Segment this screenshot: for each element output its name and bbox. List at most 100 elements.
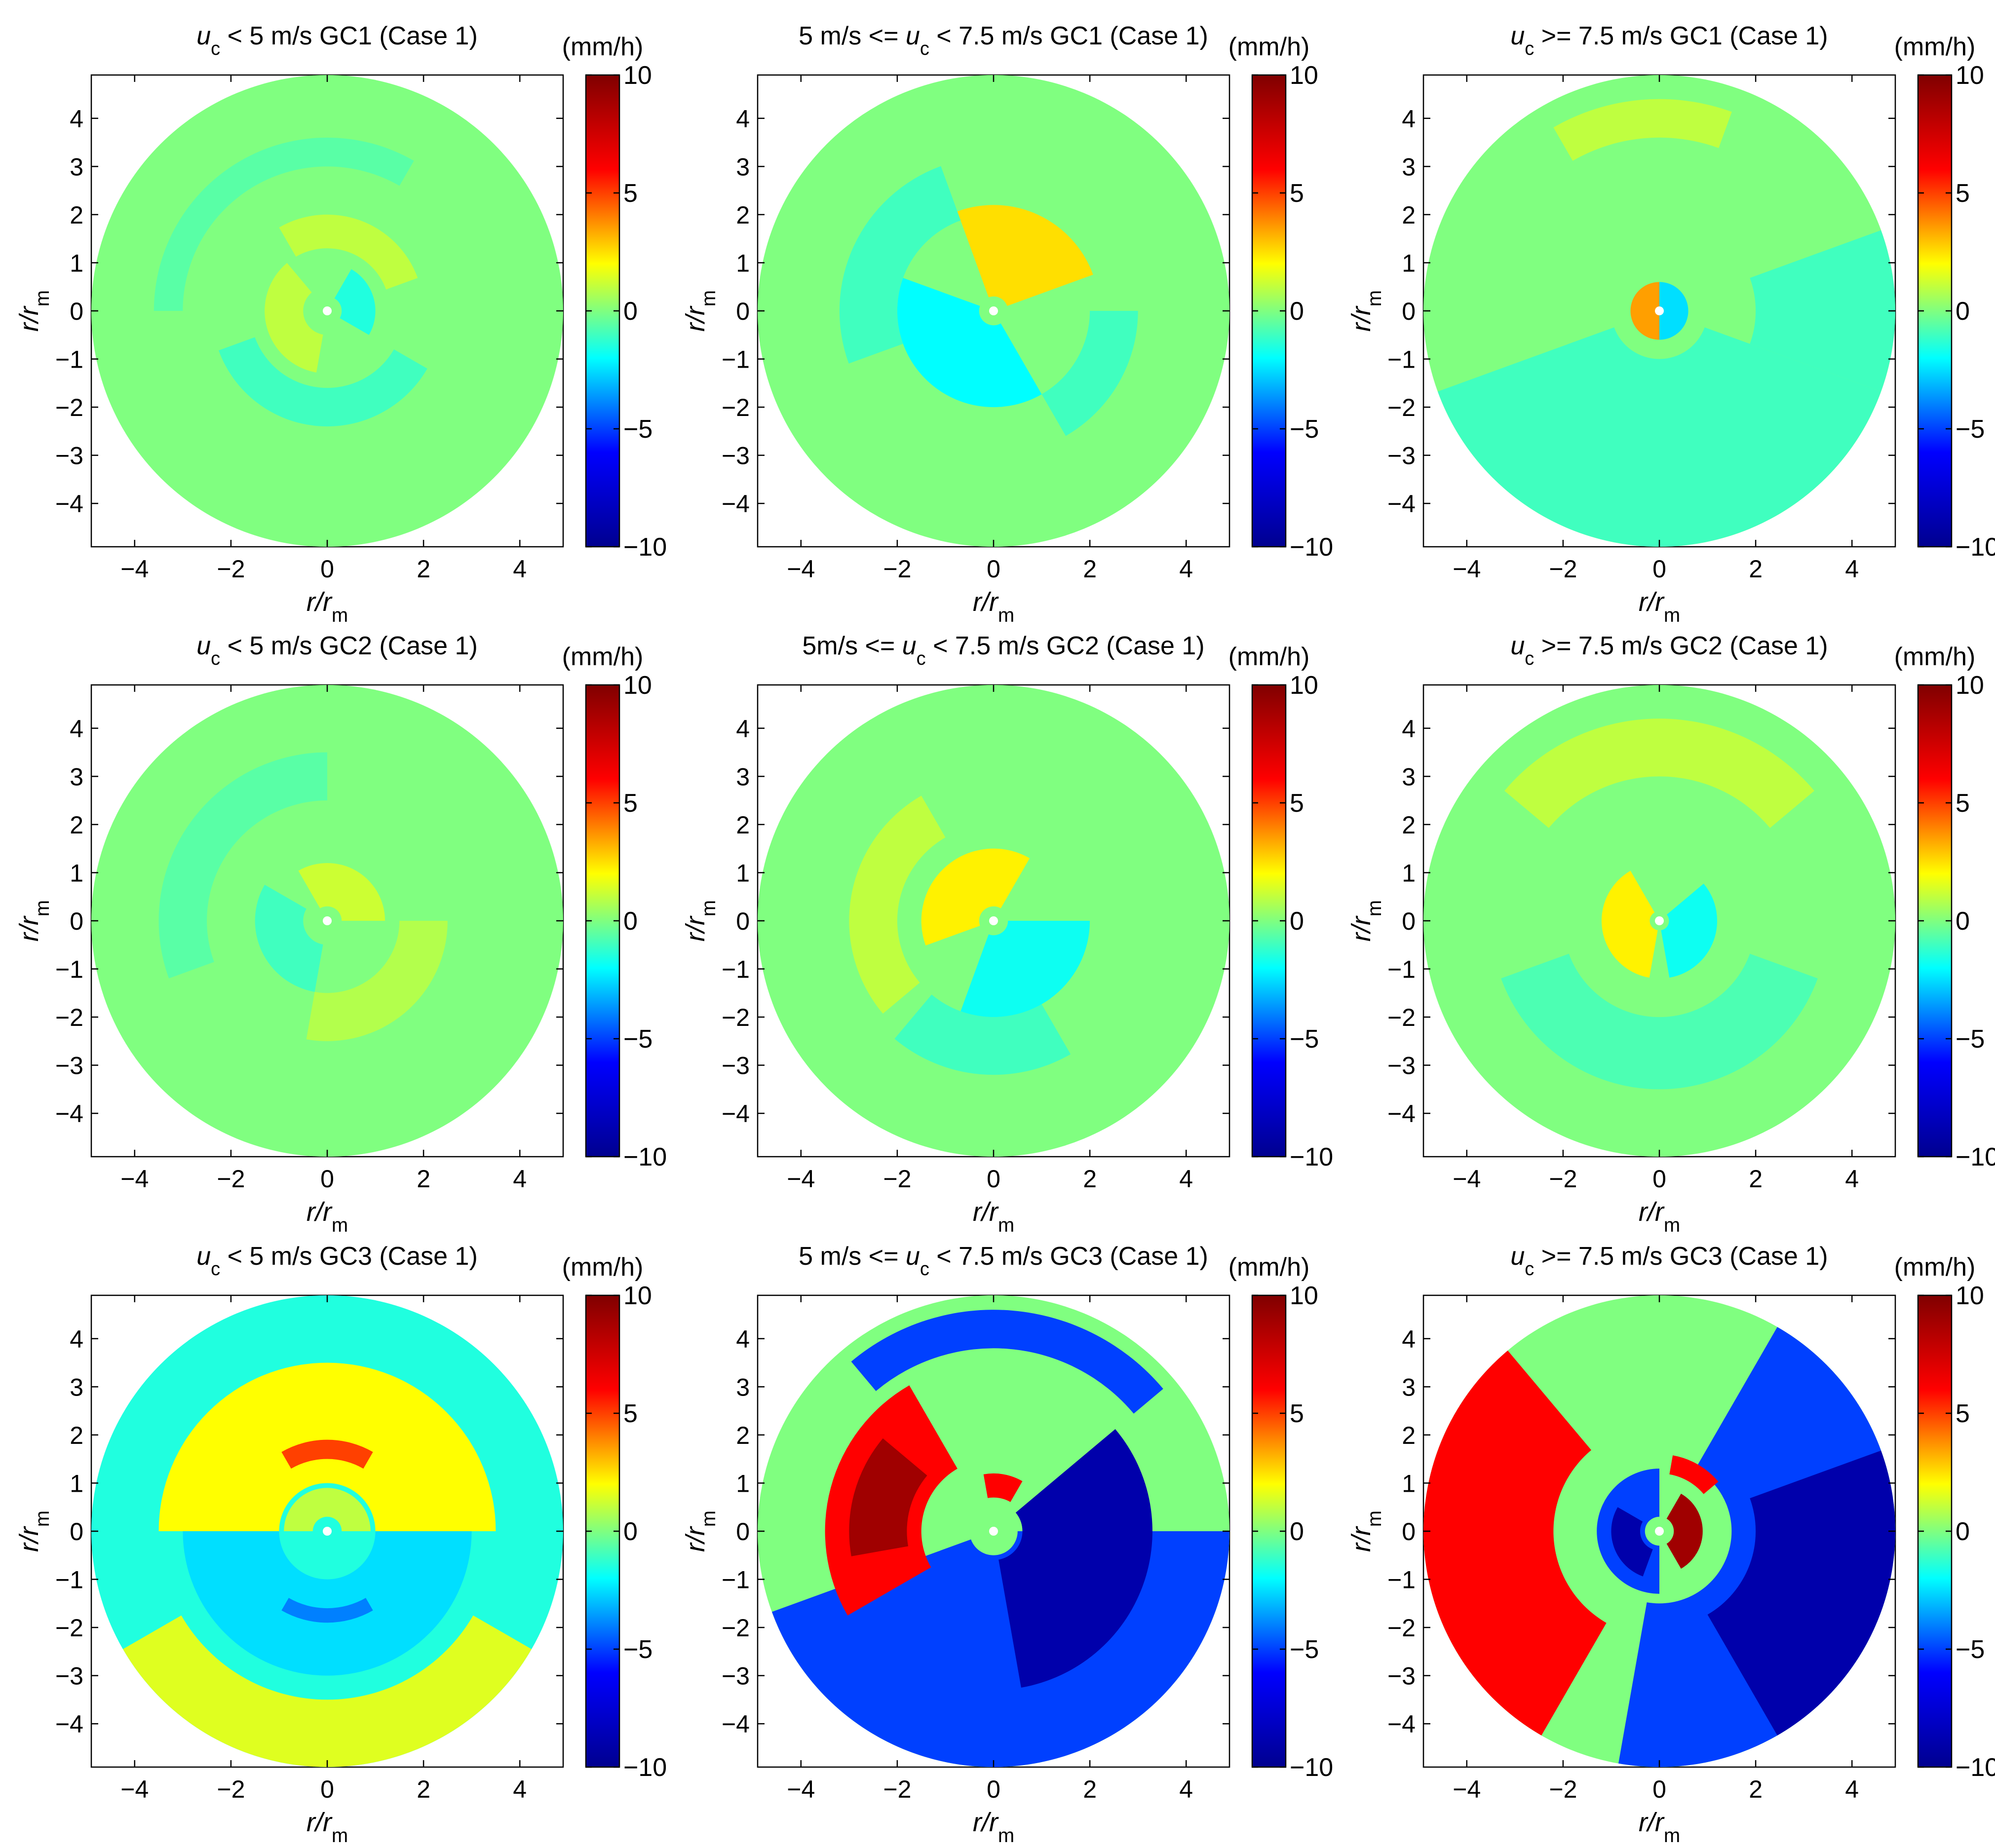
title-part: 5 m/s <= (799, 1242, 906, 1271)
y-tick-label: −2 (1387, 1004, 1416, 1031)
colorbar-tick-label: 5 (623, 789, 638, 818)
y-tick-label: 1 (736, 859, 750, 887)
x-tick-label: −2 (883, 1775, 911, 1803)
y-tick-label: 3 (1402, 1373, 1416, 1401)
colorbar-tick-label: −10 (623, 1143, 667, 1171)
colorbar-tick-label: 5 (1956, 789, 1970, 818)
contour-region (849, 795, 946, 1014)
contour-region (983, 1473, 1023, 1502)
title-part: < 5 m/s GC2 (Case 1) (220, 632, 478, 660)
y-tick-label: −2 (1387, 1614, 1416, 1642)
y-tick-label: −3 (1387, 1052, 1416, 1080)
x-tick-label: −2 (217, 555, 245, 583)
y-tick-label: −1 (1387, 956, 1416, 983)
y-tick-label: 3 (736, 1373, 750, 1401)
y-label-part: m (1364, 900, 1385, 916)
x-tick-label: 4 (1845, 1165, 1859, 1193)
x-axis-label: r/rm (1639, 1197, 1680, 1236)
y-label-part: m (32, 290, 53, 306)
y-tick-label: 1 (1402, 249, 1416, 277)
y-label-part: r/r (681, 915, 710, 942)
y-tick-label: 4 (70, 1325, 83, 1353)
y-tick-label: 2 (736, 1422, 750, 1449)
y-axis-label: r/rm (14, 900, 53, 942)
colorbar-tick-label: 0 (1290, 907, 1304, 936)
y-label-part: r/r (681, 1526, 710, 1552)
contour-region (839, 166, 961, 364)
x-tick-label: −2 (883, 1165, 911, 1193)
contour-region (1659, 282, 1688, 340)
x-tick-label: 4 (1179, 1775, 1193, 1803)
colorbar-tick-label: 0 (1956, 1517, 1970, 1546)
y-tick-label: −4 (55, 490, 83, 518)
field-contours (771, 1310, 1229, 1767)
x-tick-label: 0 (987, 555, 1000, 583)
contour-region (851, 1310, 1163, 1414)
center-marker (1655, 916, 1664, 925)
title-symbol: u (902, 632, 917, 660)
x-tick-label: 2 (1083, 1165, 1097, 1193)
y-tick-label: −2 (722, 1614, 750, 1642)
title-part: < 5 m/s GC1 (Case 1) (220, 22, 478, 50)
y-axis-label: r/rm (681, 900, 720, 942)
y-tick-label: 0 (70, 1518, 83, 1546)
x-tick-label: −4 (1453, 555, 1481, 583)
y-tick-label: 3 (70, 763, 83, 791)
colorbar-tick-label: −5 (1290, 1025, 1319, 1054)
x-tick-label: 4 (1179, 555, 1193, 583)
x-axis-label: r/rm (973, 587, 1014, 626)
x-tick-label: 0 (320, 1165, 334, 1193)
y-tick-label: 2 (736, 811, 750, 839)
y-label-part: m (698, 290, 720, 306)
contour-region (1504, 718, 1814, 828)
colorbar-tick-label: 10 (1956, 61, 1984, 90)
center-marker (323, 306, 332, 315)
y-tick-label: 1 (736, 249, 750, 277)
x-label-part: m (1664, 1214, 1680, 1236)
title-part: u (196, 22, 211, 50)
field-contours (1437, 99, 1895, 547)
x-label-part: m (1664, 604, 1680, 626)
x-tick-label: 4 (513, 1775, 527, 1803)
title-part: 5 m/s <= (799, 22, 906, 50)
contour-region (218, 337, 427, 427)
colorbar-tick-label: 5 (1290, 789, 1304, 818)
panel-title: 5 m/s <= uc < 7.5 m/s GC3 (Case 1) (799, 1242, 1208, 1280)
colorbar-tick-label: −10 (1290, 1753, 1333, 1782)
y-tick-label: 1 (1402, 1470, 1416, 1497)
x-label-part: r/r (1639, 1808, 1665, 1837)
contour-region (281, 1439, 373, 1469)
contour-region (284, 1488, 371, 1531)
x-tick-label: 2 (1749, 1165, 1763, 1193)
y-label-part: r/r (14, 915, 44, 942)
y-tick-label: −4 (722, 490, 750, 518)
title-part: c (1525, 38, 1534, 59)
y-tick-label: 3 (1402, 763, 1416, 791)
y-tick-label: −4 (722, 1100, 750, 1128)
title-part: u (1510, 22, 1525, 50)
y-label-part: m (32, 1510, 53, 1527)
colorbar-tick-label: 10 (1956, 671, 1984, 700)
colorbar-tick-label: 5 (1956, 1399, 1970, 1428)
title-part: 5m/s <= (802, 632, 902, 660)
y-tick-label: −1 (722, 346, 750, 374)
y-tick-label: 2 (70, 811, 83, 839)
contour-region (1611, 1507, 1653, 1577)
x-tick-label: 0 (1652, 555, 1666, 583)
y-tick-label: −4 (722, 1710, 750, 1738)
x-tick-label: 4 (513, 1165, 527, 1193)
y-tick-label: 0 (1402, 298, 1416, 325)
title-part: c (920, 1259, 929, 1280)
colorbar-tick-label: 0 (1956, 297, 1970, 326)
y-axis-label: r/rm (14, 1510, 53, 1552)
y-label-part: r/r (1346, 915, 1376, 942)
contour-region (298, 863, 385, 921)
title-symbol: u (906, 22, 920, 50)
contour-region (281, 1598, 373, 1623)
y-tick-label: 3 (70, 1373, 83, 1401)
x-label-part: r/r (1639, 1197, 1665, 1227)
x-label-part: r/r (973, 1197, 999, 1227)
